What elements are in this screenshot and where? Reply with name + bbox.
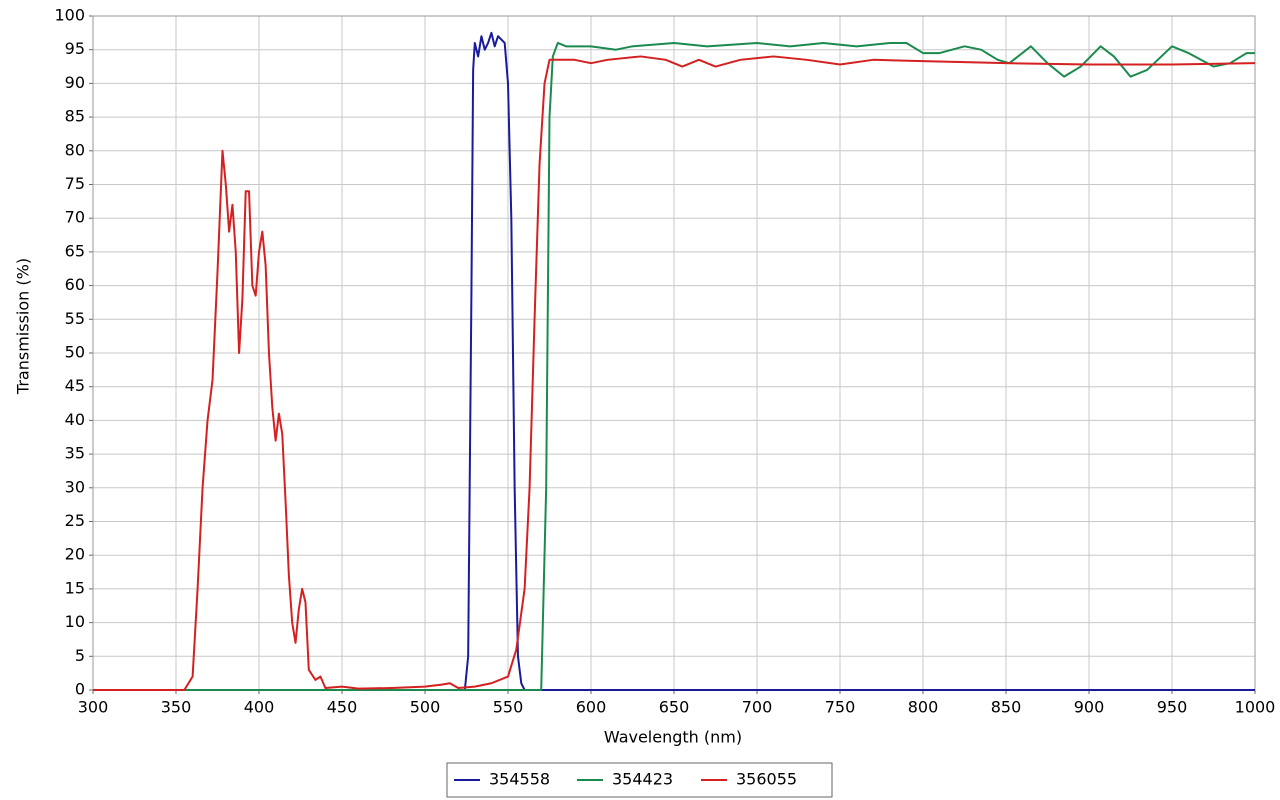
y-tick-label: 15 (65, 578, 85, 597)
x-tick-label: 900 (1074, 698, 1105, 717)
y-tick-label: 90 (65, 73, 85, 92)
series-line (93, 55, 1256, 691)
y-tick-label: 0 (75, 680, 85, 699)
y-tick-label: 10 (65, 612, 85, 631)
y-tick-label: 50 (65, 343, 85, 362)
y-tick-label: 80 (65, 140, 85, 159)
y-axis-label: Transmission (%) (14, 258, 33, 395)
x-tick-label: 800 (908, 698, 939, 717)
y-tick-label: 25 (65, 511, 85, 530)
x-tick-label: 450 (327, 698, 358, 717)
x-axis-label: Wavelength (nm) (604, 728, 742, 747)
y-tick-label: 85 (65, 107, 85, 126)
x-tick-label: 600 (576, 698, 607, 717)
x-tick-label: 500 (410, 698, 441, 717)
x-tick-label: 350 (161, 698, 192, 717)
x-tick-label: 750 (825, 698, 856, 717)
x-tick-label: 700 (742, 698, 773, 717)
x-tick-label: 650 (659, 698, 690, 717)
series-line (93, 41, 1255, 691)
y-tick-label: 75 (65, 174, 85, 193)
legend-box (446, 762, 833, 798)
legend-label: 356055 (736, 770, 797, 789)
x-tick-label: 550 (493, 698, 524, 717)
y-tick-label: 45 (65, 376, 85, 395)
y-tick-label: 5 (75, 646, 85, 665)
x-tick-label: 1000 (1235, 698, 1276, 717)
y-tick-label: 95 (65, 39, 85, 58)
y-tick-label: 100 (54, 6, 85, 25)
legend-label: 354558 (489, 770, 550, 789)
y-tick-label: 40 (65, 410, 85, 429)
y-tick-label: 70 (65, 208, 85, 227)
series-line (93, 31, 1255, 691)
y-tick-label: 35 (65, 444, 85, 463)
y-tick-label: 55 (65, 309, 85, 328)
x-tick-label: 300 (78, 698, 109, 717)
legend-label: 354423 (612, 770, 673, 789)
y-tick-label: 20 (65, 545, 85, 564)
x-tick-label: 850 (991, 698, 1022, 717)
y-tick-label: 65 (65, 241, 85, 260)
y-tick-label: 60 (65, 275, 85, 294)
y-tick-label: 30 (65, 477, 85, 496)
x-tick-label: 400 (244, 698, 275, 717)
x-tick-label: 950 (1157, 698, 1188, 717)
